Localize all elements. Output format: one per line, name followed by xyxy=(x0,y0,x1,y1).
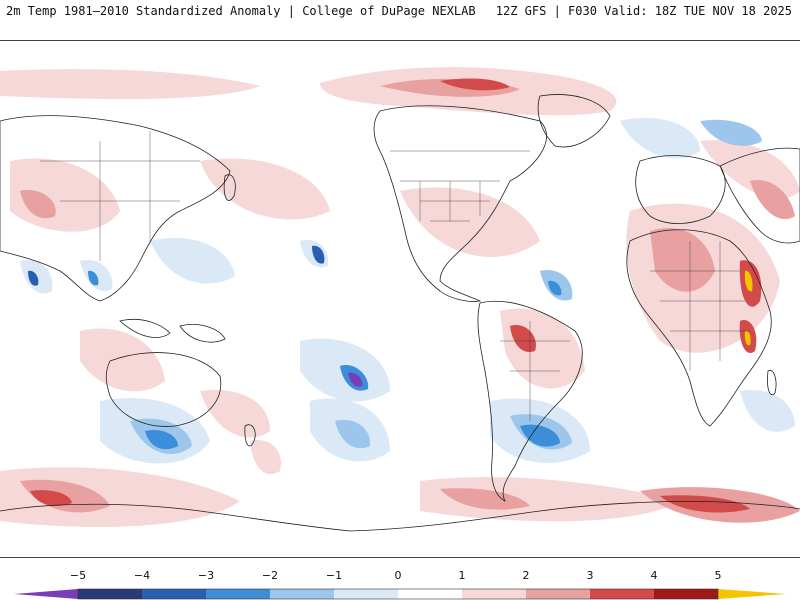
coastlines xyxy=(0,94,800,532)
colorbar-bin-n3-n2 xyxy=(206,589,270,599)
colorbar-bin-4-5 xyxy=(654,589,718,599)
warm-anomaly-regions xyxy=(0,67,800,527)
colorbar-bin-0-1 xyxy=(398,589,462,599)
colorbar-tick-label: 4 xyxy=(650,569,658,582)
colorbar-tick-label: −2 xyxy=(261,569,279,582)
chart-title: 2m Temp 1981–2010 Standardized Anomaly |… xyxy=(6,4,476,18)
colorbar-bin-1-2 xyxy=(462,589,526,599)
colorbar-above-max xyxy=(718,589,786,599)
colorbar-tick-label: 0 xyxy=(394,569,402,582)
colorbar-below-min xyxy=(14,589,78,599)
colorbar-bin-n2-n1 xyxy=(270,589,334,599)
colorbar-outline xyxy=(77,588,719,600)
colorbar-bin-3-4 xyxy=(590,589,654,599)
colorbar-bin-n5-n4 xyxy=(78,589,142,599)
colorbar-bin-2-3 xyxy=(526,589,590,599)
colorbar-tick-label: −5 xyxy=(69,569,87,582)
colorbar-tick-label: 2 xyxy=(522,569,530,582)
colorbar-tick-label: 5 xyxy=(714,569,722,582)
colorbar-tick-label: 3 xyxy=(586,569,594,582)
colorbar-tick-label: 1 xyxy=(458,569,466,582)
run-info: 12Z GFS | F030 Valid: 18Z TUE NOV 18 202… xyxy=(495,4,792,18)
colorbar-bin-n4-n3 xyxy=(142,589,206,599)
colorbar-tick-label: −1 xyxy=(325,569,343,582)
colorbar-tick-label: −3 xyxy=(197,569,215,582)
political-borders xyxy=(40,131,750,421)
colorbar xyxy=(14,588,786,600)
colorbar-bin-n1-0 xyxy=(334,589,398,599)
colorbar-tick-label: −4 xyxy=(133,569,151,582)
cool-anomaly-regions xyxy=(20,117,795,464)
anomaly-map-svg xyxy=(0,41,800,557)
colorbar-legend: −5 −4 −3 −2 −1 0 1 2 3 4 5 xyxy=(0,570,800,600)
anomaly-map[interactable] xyxy=(0,40,800,558)
